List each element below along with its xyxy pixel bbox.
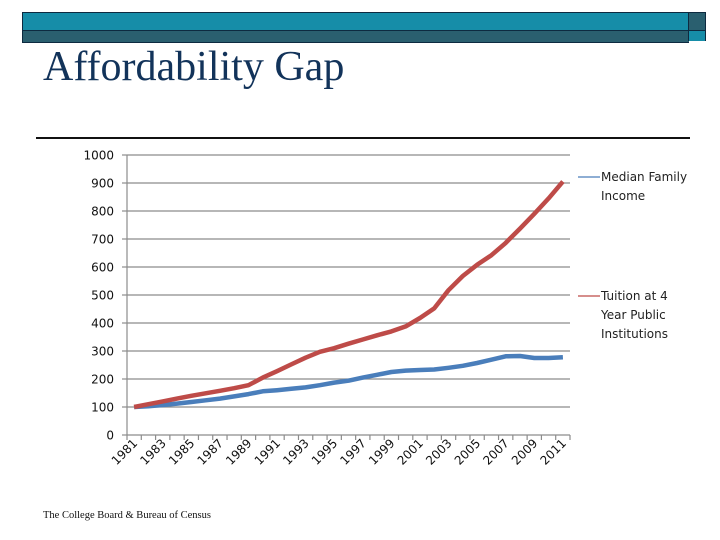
y-tick-label: 700 [91, 233, 114, 247]
x-tick-label: 2007 [480, 436, 511, 467]
x-tick-label: 1983 [137, 436, 168, 467]
x-tick-label: 2005 [452, 436, 483, 467]
y-tick-label: 400 [91, 317, 114, 331]
title-divider [36, 137, 690, 139]
legend-label: Institutions [601, 327, 668, 341]
x-tick-label: 1999 [366, 436, 397, 467]
x-tick-label: 1991 [252, 436, 283, 467]
gridlines [127, 154, 570, 408]
legend-label: Median Family [601, 170, 687, 184]
legend: Median Family Income Tuition at 4 Year Publ… [578, 170, 687, 341]
y-tick-label: 0 [106, 429, 114, 443]
x-tick-label: 1985 [166, 436, 197, 467]
y-tick-label: 200 [91, 373, 114, 387]
y-tick-label: 100 [91, 401, 114, 415]
x-axis-ticks: 1981198319851987198919911993199519971999… [109, 435, 571, 468]
header-banner-bottom-band [22, 30, 689, 43]
x-tick-label: 1997 [337, 436, 368, 467]
x-tick-label: 2011 [537, 436, 568, 467]
y-tick-label: 800 [91, 205, 114, 219]
y-tick-label: 300 [91, 345, 114, 359]
corner-bottom [689, 30, 705, 41]
series-lines [133, 180, 565, 410]
y-tick-label: 1000 [83, 149, 114, 163]
x-tick-label: 1993 [280, 436, 311, 467]
x-tick-label: 2009 [509, 436, 540, 467]
x-tick-label: 1987 [195, 436, 226, 467]
y-tick-label: 900 [91, 177, 114, 191]
legend-label: Income [601, 189, 645, 203]
series-line-0 [133, 353, 564, 410]
x-tick-label: 1989 [223, 436, 254, 467]
header-corner-block [688, 12, 706, 41]
source-citation: The College Board & Bureau of Census [43, 510, 211, 521]
x-tick-label: 2003 [423, 436, 454, 467]
slide-title: Affordability Gap [43, 44, 345, 90]
corner-top [689, 13, 705, 30]
header-banner-top-band [22, 12, 689, 30]
legend-item-0: Median Family Income [578, 170, 687, 203]
series-line-1 [133, 180, 565, 410]
legend-item-1: Tuition at 4 Year Public Institutions [578, 289, 668, 341]
x-tick-label: 2001 [395, 436, 426, 467]
y-axis-ticks: 0 100 200 300 400 500 600 700 800 900 1000 [83, 149, 127, 443]
legend-label: Tuition at 4 [600, 289, 668, 303]
y-tick-label: 600 [91, 261, 114, 275]
y-tick-label: 500 [91, 289, 114, 303]
legend-label: Year Public [600, 308, 666, 322]
x-tick-label: 1995 [309, 436, 340, 467]
header-banner [22, 12, 689, 43]
